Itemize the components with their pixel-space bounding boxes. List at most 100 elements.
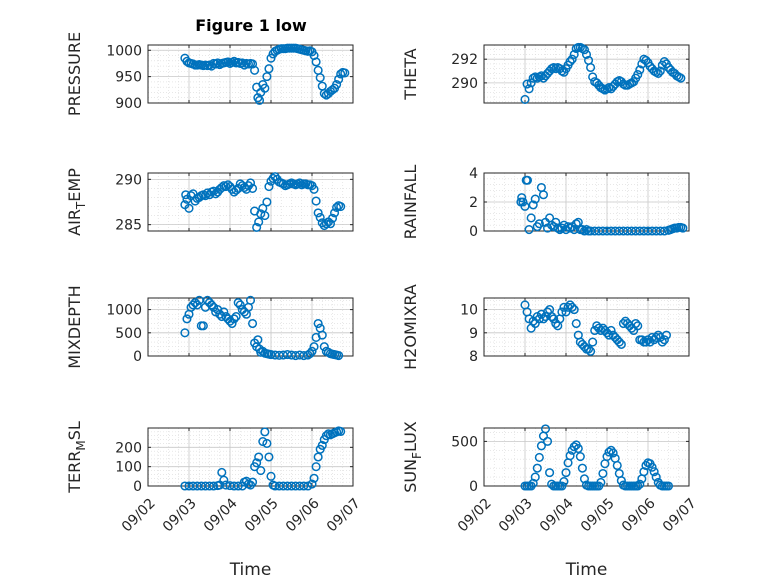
y-axis-label-main: THETA (401, 48, 420, 100)
data-point (549, 314, 559, 324)
data-point (612, 460, 622, 471)
data-point (524, 225, 534, 235)
data-point (631, 318, 641, 329)
data-point (209, 481, 219, 491)
data-point (579, 226, 590, 236)
data-point (536, 441, 546, 451)
data-point (299, 350, 309, 361)
data-point (517, 193, 527, 203)
data-point (657, 337, 667, 347)
data-point (653, 68, 663, 78)
data-point (262, 72, 272, 82)
y-tick-label: 0 (469, 479, 478, 495)
data-point (655, 66, 665, 76)
axes-box (483, 44, 690, 104)
data-point (635, 65, 645, 75)
data-point (557, 481, 567, 491)
data-point (184, 203, 194, 213)
data-point (245, 178, 256, 188)
data-point (311, 196, 321, 206)
data-point (340, 68, 350, 78)
data-point (313, 318, 323, 329)
data-point (248, 477, 258, 487)
data-point (659, 57, 669, 67)
y-tick-label: 290 (115, 172, 142, 188)
y-axis-label-main: PRESSURE (65, 32, 84, 116)
y-axis-label: H2OMIXRA (401, 284, 420, 370)
data-point (334, 74, 344, 84)
panel-h2omixra: 8 9 10 H2OMIXRA (401, 284, 690, 370)
data-point (647, 462, 657, 472)
data-point (616, 339, 626, 349)
data-point (577, 225, 587, 235)
y-axis-label-tail: EMP (65, 168, 84, 202)
data-point (332, 202, 342, 212)
y-axis-label: PRESSURE (65, 32, 84, 116)
y-tick-label: 950 (115, 70, 142, 86)
data-point (266, 53, 276, 63)
data-point (635, 479, 645, 489)
data-point (573, 443, 583, 454)
data-point (309, 342, 319, 352)
y-tick-label: 1000 (106, 303, 142, 319)
data-point (330, 208, 340, 218)
x-axis-label: Time (229, 560, 272, 580)
data-point (315, 73, 325, 83)
y-tick-label: 500 (451, 434, 478, 450)
data-point (586, 346, 596, 356)
data-point (256, 465, 266, 476)
data-point (336, 201, 346, 212)
data-point (571, 219, 581, 229)
data-point (651, 472, 661, 482)
data-point (254, 217, 264, 227)
y-tick-label: 0 (133, 479, 142, 495)
axes-box (147, 297, 354, 357)
data-point (305, 349, 315, 359)
y-tick-label: 500 (115, 326, 142, 342)
data-point (245, 295, 256, 305)
y-tick-label: 0 (469, 224, 478, 240)
axes-box (147, 44, 354, 104)
data-point (565, 223, 575, 233)
data-point (250, 65, 260, 75)
data-point (315, 212, 325, 222)
data-point (633, 321, 643, 331)
y-axis-label-main: MIXDEPTH (65, 285, 84, 368)
data-point (520, 201, 530, 211)
panel-rainfall: 0 2 4 RAINFALL (401, 165, 690, 240)
data-point (565, 451, 575, 461)
data-point (295, 178, 305, 188)
data-point (321, 219, 331, 229)
data-point (641, 337, 651, 347)
data-point (641, 460, 651, 471)
data-point (248, 318, 258, 329)
data-point (538, 190, 549, 200)
data-point (299, 481, 309, 491)
data-point (266, 471, 276, 481)
data-point (264, 182, 274, 192)
data-point (262, 197, 272, 207)
data-point (253, 335, 263, 345)
data-point (229, 56, 239, 66)
panel-air-temp: 285 290 AIRTEMP (65, 168, 354, 236)
data-point (661, 330, 672, 340)
panel-theta: 290 292 THETA (401, 42, 690, 104)
data-point (659, 226, 669, 236)
data-point (309, 473, 319, 483)
y-axis-label: THETA (401, 48, 420, 100)
y-axis-label-tail: SL (65, 421, 84, 440)
y-axis-label: AIRTEMP (65, 168, 88, 236)
data-point (526, 213, 536, 223)
y-axis-label-subscript: M (74, 440, 88, 450)
data-point (606, 445, 616, 455)
data-point (219, 307, 229, 317)
data-point (540, 424, 551, 434)
data-point (524, 84, 534, 94)
data-point (317, 330, 327, 340)
y-tick-label: 200 (115, 440, 142, 456)
data-point (530, 472, 540, 482)
data-point (551, 217, 561, 227)
data-point (676, 73, 686, 83)
y-tick-label: 10 (460, 303, 478, 319)
